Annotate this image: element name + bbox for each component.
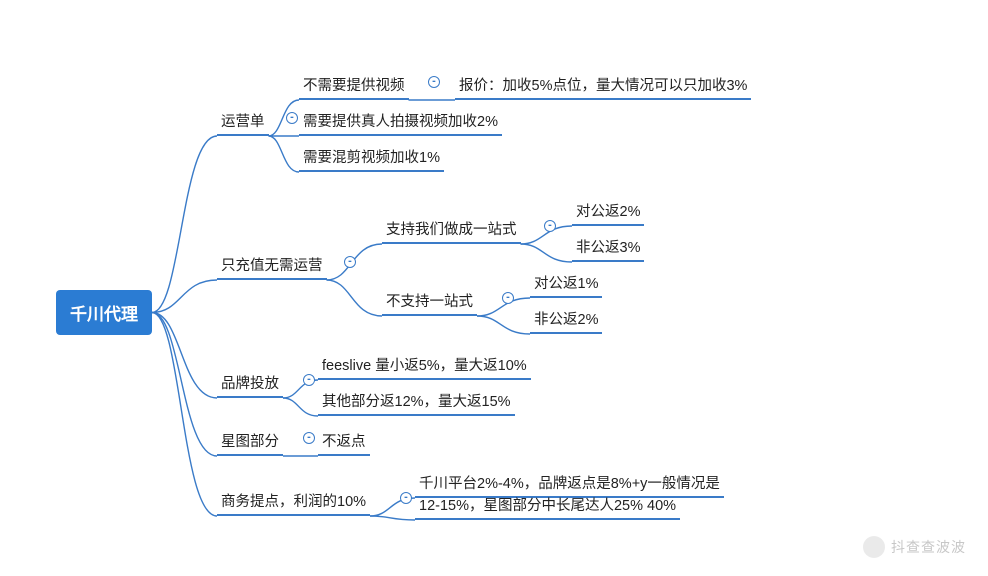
node-b2a2[interactable]: 非公返3% — [572, 234, 644, 262]
node-b2[interactable]: 只充值无需运营 — [217, 252, 327, 280]
node-b1a[interactable]: 不需要提供视频 — [299, 72, 409, 100]
collapse-toggle-4[interactable]: - — [400, 492, 412, 504]
node-b5b[interactable]: 12-15%，星图部分中长尾达人25% 40% — [415, 492, 680, 520]
collapse-toggle-7[interactable]: - — [502, 292, 514, 304]
watermark: 抖查查波波 — [863, 536, 966, 558]
collapse-toggle-6[interactable]: - — [544, 220, 556, 232]
node-b3[interactable]: 品牌投放 — [217, 370, 283, 398]
node-b1[interactable]: 运营单 — [217, 108, 269, 136]
node-b2b[interactable]: 不支持一站式 — [382, 288, 477, 316]
node-b1c[interactable]: 需要混剪视频加收1% — [299, 144, 444, 172]
collapse-toggle-1[interactable]: - — [344, 256, 356, 268]
node-b1a1[interactable]: 报价：加收5%点位，量大情况可以只加收3% — [455, 72, 751, 100]
node-b5[interactable]: 商务提点，利润的10% — [217, 488, 370, 516]
node-b4a[interactable]: 不返点 — [318, 428, 370, 456]
collapse-toggle-3[interactable]: - — [303, 432, 315, 444]
wechat-icon — [863, 536, 885, 558]
node-b2b1[interactable]: 对公返1% — [530, 270, 602, 298]
collapse-toggle-5[interactable]: - — [428, 76, 440, 88]
collapse-toggle-0[interactable]: - — [286, 112, 298, 124]
root-node[interactable]: 千川代理 — [56, 290, 152, 335]
node-b3a[interactable]: feeslive 量小返5%，量大返10% — [318, 352, 531, 380]
node-b2a1[interactable]: 对公返2% — [572, 198, 644, 226]
node-b4[interactable]: 星图部分 — [217, 428, 283, 456]
node-b1b[interactable]: 需要提供真人拍摄视频加收2% — [299, 108, 502, 136]
node-b2b2[interactable]: 非公返2% — [530, 306, 602, 334]
collapse-toggle-2[interactable]: - — [303, 374, 315, 386]
watermark-text: 抖查查波波 — [891, 537, 966, 557]
node-b3b[interactable]: 其他部分返12%，量大返15% — [318, 388, 515, 416]
node-b2a[interactable]: 支持我们做成一站式 — [382, 216, 521, 244]
